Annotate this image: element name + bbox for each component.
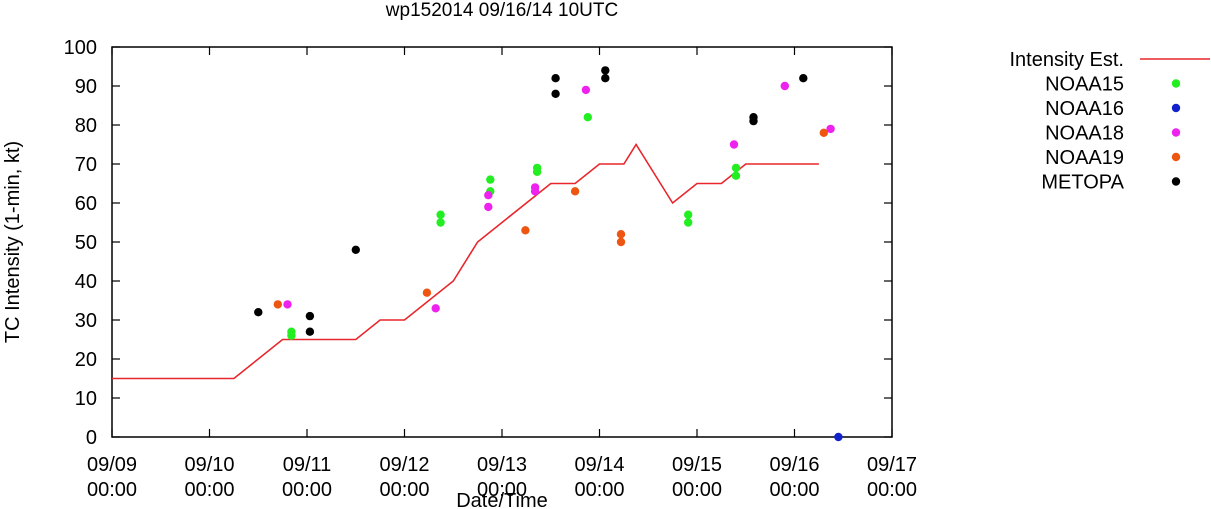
legend-swatch-noaa16: [1171, 103, 1181, 113]
data-point-noaa15: [731, 163, 741, 173]
y-tick-label: 20: [75, 349, 97, 371]
series-noaa16: [834, 432, 843, 442]
x-tick-date: 09/16: [769, 454, 819, 476]
data-point-noaa19: [819, 128, 828, 137]
x-tick-date: 09/14: [574, 454, 624, 476]
data-point-metopa: [601, 66, 610, 75]
data-point-noaa18: [484, 202, 493, 212]
y-tick-label: 80: [75, 115, 97, 137]
data-point-noaa18: [431, 304, 440, 313]
data-point-metopa: [749, 116, 758, 126]
data-point-metopa: [254, 308, 263, 317]
data-point-noaa15: [684, 218, 693, 227]
y-tick-label: 10: [75, 388, 97, 410]
data-point-metopa: [551, 89, 560, 99]
x-tick-date: 09/13: [477, 454, 527, 476]
x-tick-time: 00:00: [867, 479, 917, 501]
data-point-metopa: [305, 311, 315, 321]
data-point-noaa15: [532, 167, 542, 176]
data-point-noaa18: [826, 124, 835, 134]
data-point-noaa15: [436, 218, 445, 227]
data-point-noaa15: [731, 171, 741, 180]
x-tick-date: 09/11: [283, 454, 332, 476]
data-point-noaa19: [521, 226, 530, 235]
legend-label-noaa15: NOAA15: [1045, 74, 1124, 96]
data-point-metopa: [601, 74, 610, 83]
data-point-noaa15: [436, 210, 445, 219]
legend-swatch-noaa19: [1171, 152, 1181, 162]
data-point-noaa18: [581, 85, 591, 95]
plot-area: [112, 66, 843, 442]
series-noaa15: [287, 113, 741, 340]
legend-label-metopa: METOPA: [1041, 172, 1124, 194]
y-tick-label: 30: [75, 310, 97, 332]
data-point-metopa: [799, 74, 808, 83]
data-point-metopa: [351, 245, 360, 254]
x-tick-date: 09/09: [87, 454, 137, 476]
data-point-noaa15: [583, 113, 592, 122]
series-noaa18: [283, 81, 835, 313]
data-point-noaa18: [283, 300, 292, 309]
chart-title: wp152014 09/16/14 10UTC: [385, 0, 618, 21]
legend-swatch-metopa: [1171, 177, 1181, 186]
y-tick-label: 50: [75, 232, 97, 254]
x-tick-time: 00:00: [769, 479, 819, 501]
data-point-noaa19: [422, 288, 432, 297]
x-tick-time: 00:00: [184, 479, 234, 501]
x-tick-date: 09/15: [672, 454, 722, 476]
y-tick-label: 90: [75, 76, 97, 98]
data-point-noaa18: [530, 187, 540, 196]
legend-label-noaa19: NOAA19: [1045, 147, 1124, 169]
x-tick-date: 09/12: [379, 454, 429, 476]
data-point-noaa16: [834, 432, 843, 442]
series-noaa19: [273, 128, 828, 309]
x-tick-date: 09/17: [867, 454, 917, 476]
x-tick-time: 00:00: [379, 479, 429, 501]
y-tick-label: 40: [75, 271, 97, 293]
data-point-noaa15: [684, 210, 693, 219]
legend-label-noaa18: NOAA18: [1045, 123, 1124, 145]
x-tick-date: 09/10: [184, 454, 234, 476]
data-point-metopa: [551, 74, 560, 83]
x-tick-time: 00:00: [282, 479, 332, 501]
x-tick-time: 00:00: [477, 479, 527, 501]
data-point-noaa15: [486, 175, 495, 184]
data-point-metopa: [305, 327, 315, 336]
data-point-noaa19: [273, 300, 282, 309]
legend-label-intensity-est: Intensity Est.: [1010, 49, 1125, 71]
legend-swatch-noaa18: [1171, 128, 1181, 137]
series-metopa: [254, 66, 808, 336]
data-point-noaa18: [484, 191, 493, 200]
data-point-noaa19: [616, 237, 626, 247]
series-line-intensity-est: [112, 142, 819, 380]
y-axis-label: TC Intensity (1-min, kt): [2, 141, 24, 343]
y-tick-label: 0: [86, 427, 97, 449]
x-tick-time: 00:00: [574, 479, 624, 501]
y-tick-label: 70: [75, 154, 97, 176]
y-axis: 0 10 20 30 40 50 60 70 80 90 100: [64, 37, 892, 449]
data-point-noaa19: [616, 230, 626, 239]
x-axis-label: Date/Time: [456, 490, 548, 509]
y-tick-label: 100: [64, 37, 97, 59]
legend-label-noaa16: NOAA16: [1045, 98, 1124, 120]
x-tick-time: 00:00: [672, 479, 722, 501]
x-axis: 09/09 00:00 09/10 00:00 09/11 00:00 09/12 00:00…: [87, 47, 917, 501]
data-point-noaa18: [729, 140, 739, 149]
x-tick-time: 00:00: [87, 479, 137, 501]
y-tick-label: 60: [75, 193, 97, 215]
data-point-noaa19: [570, 187, 580, 196]
data-point-noaa15: [287, 331, 296, 340]
data-point-noaa18: [780, 81, 789, 91]
legend-swatch-noaa15: [1171, 79, 1181, 88]
